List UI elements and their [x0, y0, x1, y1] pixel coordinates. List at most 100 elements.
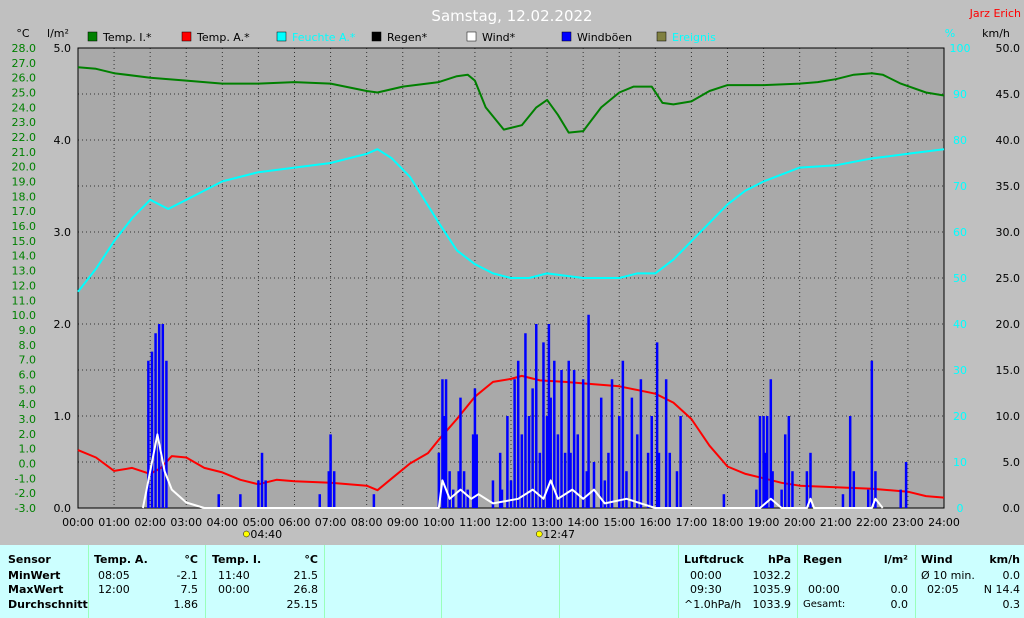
author-label: Jarz Erich	[969, 7, 1021, 20]
wind-line	[141, 433, 884, 509]
chart-title: Samstag, 12.02.2022	[431, 7, 592, 25]
x-tick-label: 18:00	[712, 516, 744, 529]
temp-tick-label: 19.0	[12, 176, 37, 189]
wind-tick-label: 0.0	[1003, 502, 1021, 515]
temp-tick-label: 16.0	[12, 220, 37, 233]
temp-tick-label: 12.0	[12, 279, 37, 292]
temp-tick-label: -1.0	[15, 472, 36, 485]
marker-layer: 04:40 12:47	[243, 528, 575, 541]
x-tick-label: 20:00	[784, 516, 816, 529]
x-tick-label: 07:00	[315, 516, 347, 529]
temp-tick-label: 5.0	[19, 383, 37, 396]
regen-header: Regen	[803, 553, 843, 566]
wind-avg-value: 0.3	[1002, 598, 1021, 611]
legend: Temp. I.* Temp. A.* Feuchte A.* Regen* Wind*…	[87, 31, 716, 44]
legend-swatch	[181, 31, 192, 42]
humidity-tick-label: 0	[957, 502, 964, 515]
temp-tick-label: -3.0	[15, 502, 36, 515]
temp-i-avg-value: 25.15	[286, 598, 319, 611]
rain-axis-unit: l/m²	[47, 27, 69, 40]
temp-tick-label: 26.0	[12, 72, 37, 85]
temp-a-avg-value: 1.86	[173, 598, 199, 611]
x-tick-label: 05:00	[243, 516, 275, 529]
x-tick-label: 01:00	[98, 516, 130, 529]
luftdruck-avg-value: 1033.9	[752, 598, 792, 611]
temp-axis-unit: °C	[16, 27, 30, 40]
x-tick-label: 09:00	[387, 516, 419, 529]
legend-label: Regen*	[387, 31, 428, 44]
x-tick-label: 04:00	[206, 516, 238, 529]
x-tick-label: 11:00	[459, 516, 491, 529]
legend-label: Wind*	[482, 31, 516, 44]
wind-tick-label: 45.0	[996, 88, 1021, 101]
rain-tick-label: 0.0	[54, 502, 72, 515]
wind-avg10-value: 0.0	[1002, 569, 1021, 582]
wind-tick-label: 30.0	[996, 226, 1021, 239]
legend-label: Ereignis	[672, 31, 716, 44]
humidity-tick-label: 80	[953, 134, 967, 147]
temp-tick-label: -2.0	[15, 487, 36, 500]
temp-tick-label: 7.0	[19, 354, 37, 367]
wind-tick-label: 15.0	[996, 364, 1021, 377]
temp-i-min-value: 21.5	[293, 569, 319, 582]
temp-tick-label: 6.0	[19, 368, 37, 381]
luftdruck-min-value: 1032.2	[752, 569, 792, 582]
temp-tick-label: 13.0	[12, 265, 37, 278]
x-tick-label: 06:00	[279, 516, 311, 529]
x-tick-label: 02:00	[134, 516, 166, 529]
weather-chart: Samstag, 12.02.2022 Jarz Erich Temp. I.*…	[11, 7, 1022, 541]
x-tick-label: 24:00	[928, 516, 960, 529]
rain-tick-label: 5.0	[54, 42, 72, 55]
wind-tick-label: 25.0	[996, 272, 1021, 285]
temp-tick-label: 4.0	[19, 398, 37, 411]
temp-tick-label: 27.0	[12, 57, 37, 70]
wind-avg10-label: Ø 10 min.	[921, 569, 975, 582]
temp-tick-label: 28.0	[12, 42, 37, 55]
temp-i-line	[77, 66, 945, 134]
x-tick-label: 17:00	[676, 516, 708, 529]
wind-tick-label: 5.0	[1003, 456, 1021, 469]
humidity-tick-label: 50	[953, 272, 967, 285]
row-label-min: MinWert	[8, 569, 61, 582]
regen-unit: l/m²	[883, 553, 908, 566]
legend-label: Temp. I.*	[102, 31, 152, 44]
wind-max-value: N 14.4	[983, 583, 1020, 596]
wind-tick-label: 40.0	[996, 134, 1021, 147]
humidity-axis-unit: %	[945, 27, 955, 40]
rain-tick-label: 4.0	[54, 134, 72, 147]
regen-max-time: 00:00	[808, 583, 840, 596]
temp-tick-label: 8.0	[19, 339, 37, 352]
temp-a-max-time: 12:00	[98, 583, 130, 596]
rain-tick-label: 1.0	[54, 410, 72, 423]
temp-tick-label: 14.0	[12, 250, 37, 263]
temp-i-max-time: 00:00	[218, 583, 250, 596]
temp-tick-label: 20.0	[12, 161, 37, 174]
wind-header: Wind	[921, 553, 953, 566]
sensor-header: Sensor	[8, 553, 51, 566]
wind-unit: km/h	[989, 553, 1020, 566]
temp-a-max-value: 7.5	[180, 583, 199, 596]
temp-a-header: Temp. A.	[94, 553, 148, 566]
wind-tick-label: 35.0	[996, 180, 1021, 193]
wind-max-time: 02:05	[927, 583, 959, 596]
humidity-line	[77, 148, 945, 293]
x-tick-label: 03:00	[170, 516, 202, 529]
legend-swatch	[656, 31, 667, 42]
temp-tick-label: 18.0	[12, 190, 37, 203]
regen-total-value: 0.0	[890, 598, 909, 611]
row-label-avg: Durchschnitt	[8, 598, 88, 611]
x-tick-label: 14:00	[567, 516, 599, 529]
grid	[78, 48, 944, 508]
temp-i-min-time: 11:40	[218, 569, 250, 582]
x-tick-label: 22:00	[856, 516, 888, 529]
temp-tick-label: 2.0	[19, 428, 37, 441]
stats-panel: Sensor MinWert MaxWert Durchschnitt Temp…	[0, 545, 1024, 618]
legend-swatch	[87, 31, 98, 42]
wind-axis-unit: km/h	[982, 27, 1010, 40]
sun-marker-label: 12:47	[543, 528, 575, 541]
temp-a-min-value: -2.1	[176, 569, 198, 582]
legend-label: Temp. A.*	[196, 31, 250, 44]
legend-label: Windböen	[577, 31, 632, 44]
x-tick-label: 16:00	[639, 516, 671, 529]
x-tick-label: 15:00	[603, 516, 635, 529]
